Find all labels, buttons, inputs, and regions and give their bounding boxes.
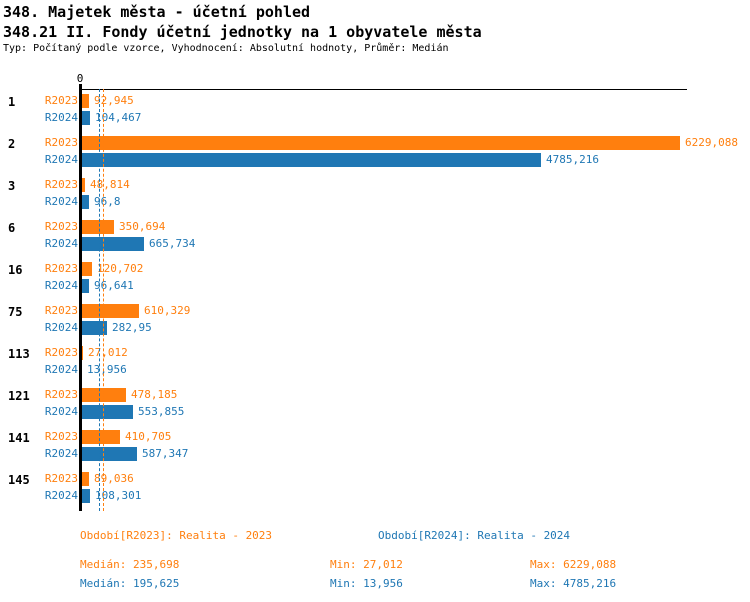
y-axis-line [79,84,82,511]
value-label-r2024: 665,734 [149,237,196,250]
bar-r2023 [80,94,89,108]
category-label: 113 [8,347,30,361]
bar-r2023 [80,472,89,486]
series-label-r2024: R2024 [44,237,78,250]
category-label: 141 [8,431,30,445]
value-label-r2024: 96,8 [94,195,121,208]
category-label: 75 [8,305,23,319]
bar-r2024 [80,195,89,209]
value-label-r2024: 587,347 [142,447,189,460]
series-label-r2024: R2024 [44,111,78,124]
value-label-r2023: 410,705 [125,430,172,443]
bar-r2024 [80,153,541,167]
category-label: 16 [8,263,23,277]
value-label-r2024: 282,95 [112,321,152,334]
value-label-r2023: 48,814 [90,178,130,191]
median-line-r2024 [99,89,100,511]
value-label-r2024: 553,855 [138,405,185,418]
stat-max-r2023: Max: 6229,088 [530,558,617,571]
value-label-r2023: 120,702 [97,262,144,275]
chart-meta-info: Typ: Počítaný podle vzorce, Vyhodnocení:… [3,43,449,54]
bar-r2023 [80,430,120,444]
x-axis-line [79,89,687,90]
series-label-r2023: R2023 [44,346,78,359]
median-line-r2023 [103,89,104,511]
bar-r2023 [80,178,85,192]
value-label-r2024: 4785,216 [546,153,599,166]
category-label: 3 [8,179,16,193]
value-label-r2024: 104,467 [95,111,142,124]
page-title: 348. Majetek města - účetní pohled [3,3,311,21]
series-label-r2024: R2024 [44,153,78,166]
bar-r2023 [80,262,92,276]
bar-r2023 [80,136,680,150]
value-label-r2024: 108,301 [95,489,142,502]
value-label-r2024: 13,956 [87,363,127,376]
series-label-r2024: R2024 [44,321,78,334]
category-label: 1 [8,95,16,109]
series-label-r2024: R2024 [44,195,78,208]
series-label-r2023: R2023 [44,430,78,443]
bar-r2024 [80,489,90,503]
category-label: 145 [8,473,30,487]
series-label-r2023: R2023 [44,136,78,149]
value-label-r2023: 27,012 [88,346,128,359]
category-label: 2 [8,137,16,151]
series-label-r2023: R2023 [44,94,78,107]
bar-r2023 [80,220,114,234]
series-label-r2023: R2023 [44,220,78,233]
value-label-r2023: 6229,088 [685,136,738,149]
period-label-r2024: Období[R2024]: Realita - 2024 [378,529,571,542]
value-label-r2023: 478,185 [131,388,178,401]
series-label-r2023: R2023 [44,472,78,485]
value-label-r2023: 350,694 [119,220,166,233]
series-label-r2023: R2023 [44,304,78,317]
bar-r2024 [80,111,90,125]
stat-max-r2024: Max: 4785,216 [530,577,617,590]
bar-r2024 [80,321,107,335]
stat-median-r2023: Medián: 235,698 [80,558,180,571]
bar-r2024 [80,447,137,461]
bar-r2024 [80,237,144,251]
series-label-r2024: R2024 [44,363,78,376]
stat-median-r2024: Medián: 195,625 [80,577,180,590]
series-label-r2023: R2023 [44,262,78,275]
series-label-r2024: R2024 [44,279,78,292]
series-label-r2023: R2023 [44,388,78,401]
bar-r2023 [80,304,139,318]
series-label-r2024: R2024 [44,447,78,460]
page-subtitle: 348.21 II. Fondy účetní jednotky na 1 ob… [3,23,482,41]
category-label: 6 [8,221,16,235]
series-label-r2024: R2024 [44,489,78,502]
value-label-r2023: 610,329 [144,304,191,317]
series-label-r2024: R2024 [44,405,78,418]
series-label-r2023: R2023 [44,178,78,191]
bar-r2024 [80,279,89,293]
period-label-r2023: Období[R2023]: Realita - 2023 [80,529,273,542]
category-label: 121 [8,389,30,403]
stat-min-r2023: Min: 27,012 [330,558,403,571]
x-axis-zero-tick-label: 0 [76,72,84,85]
bar-r2024 [80,405,133,419]
stat-min-r2024: Min: 13,956 [330,577,403,590]
